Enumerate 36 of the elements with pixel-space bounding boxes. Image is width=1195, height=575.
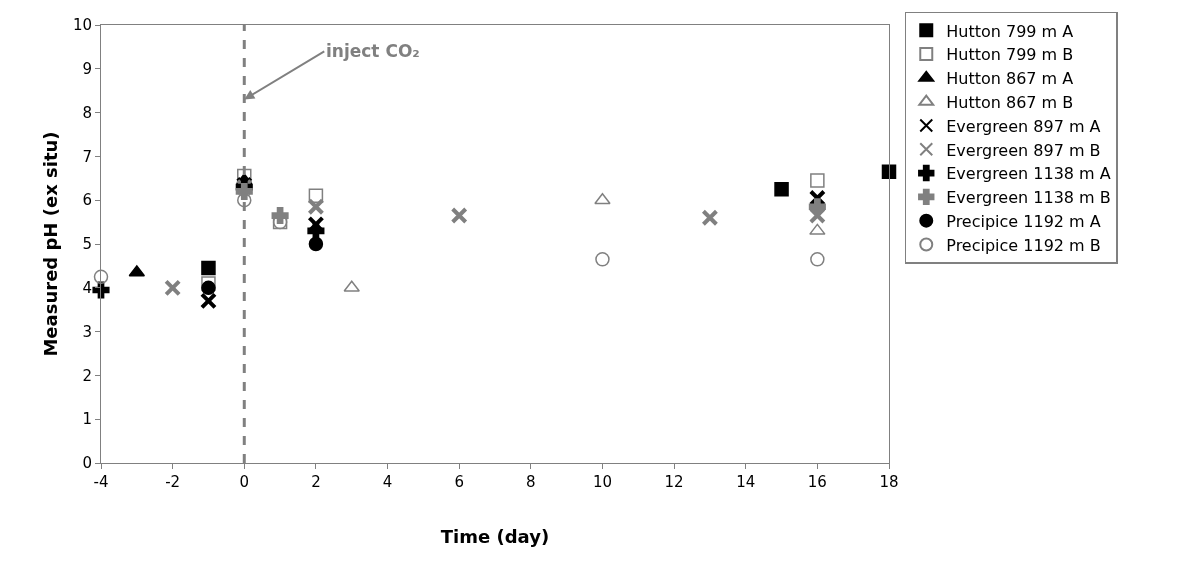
x-axis-title: Time (day) [440,526,550,548]
legend-label: Precipice 1192 m A [946,211,1101,231]
x-tick-label: 4 [382,473,393,491]
x-tick-label: 0 [239,473,250,491]
x-tick-label: 2 [311,473,321,491]
y-tick-label: 0 [82,454,92,473]
x-tick-label: 14 [736,473,756,491]
y-tick-label: 5 [82,235,92,254]
y-tick-label: 7 [82,147,92,166]
y-tick-label: 3 [82,322,92,341]
y-tick-label: 2 [82,366,92,385]
y-tick-label: 9 [82,60,92,79]
x-tick-label: 12 [664,473,684,491]
legend-label: Evergreen 1138 m A [946,164,1111,184]
legend-label: Hutton 867 m A [946,69,1074,89]
y-tick-label: 10 [72,16,92,35]
x-tick-label: -4 [93,473,109,491]
x-tick-label: 6 [454,473,464,491]
legend-label: Hutton 867 m B [946,92,1074,112]
y-axis-title: Measured pH (ex situ) [40,131,62,357]
x-tick-label: -2 [165,473,181,491]
y-tick-label: 1 [82,410,92,429]
x-tick-label: 8 [526,473,536,491]
x-tick-label: 10 [592,473,612,491]
y-tick-label: 8 [82,103,92,122]
y-tick-label: 6 [82,191,92,210]
legend-label: Evergreen 897 m B [946,140,1101,160]
legend-label: Hutton 799 m A [946,21,1074,41]
legend-label: Evergreen 897 m A [946,116,1101,136]
legend-label: Hutton 799 m B [946,45,1074,65]
x-tick-label: 18 [879,473,899,491]
y-tick-label: 4 [82,279,92,298]
annotation: inject CO₂ [326,41,420,61]
legend-label: Precipice 1192 m B [946,235,1101,255]
legend-label: Evergreen 1138 m B [946,188,1111,208]
x-tick-label: 16 [807,473,827,491]
